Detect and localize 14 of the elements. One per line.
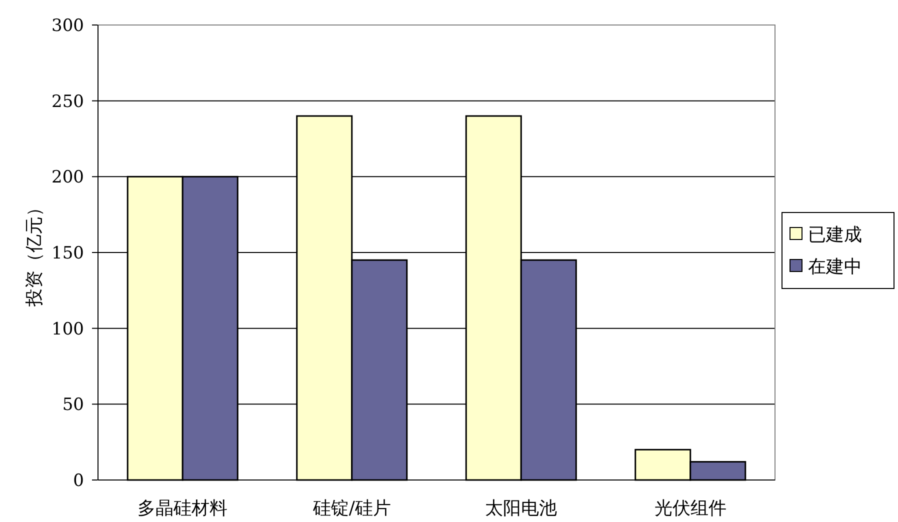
y-tick-label: 100 [52,319,84,340]
y-tick-label: 300 [52,16,84,36]
y-axis-title: 投资（亿元） [24,198,45,308]
x-tick-label: 光伏组件 [654,498,726,519]
y-tick-label: 200 [52,168,84,188]
y-tick-label: 0 [73,471,84,491]
legend-label: 已建成 [808,224,862,246]
y-tick-label: 250 [52,92,84,112]
x-tick-label: 多晶硅材料 [138,498,228,519]
legend-label: 在建中 [808,256,862,278]
y-tick-label: 150 [52,244,84,264]
x-tick-label: 太阳电池 [485,498,558,519]
x-tick-label: 硅锭/硅片 [312,498,391,519]
y-tick-label: 50 [62,395,84,416]
